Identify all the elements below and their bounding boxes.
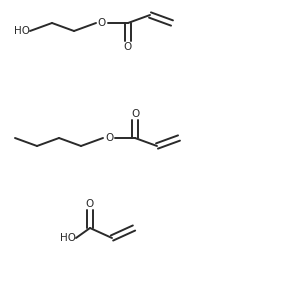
Text: O: O: [98, 18, 106, 28]
Text: O: O: [105, 133, 113, 143]
Text: O: O: [86, 199, 94, 209]
Text: O: O: [131, 109, 139, 119]
Text: HO: HO: [60, 233, 76, 243]
Text: O: O: [124, 42, 132, 52]
Text: HO: HO: [14, 26, 30, 36]
